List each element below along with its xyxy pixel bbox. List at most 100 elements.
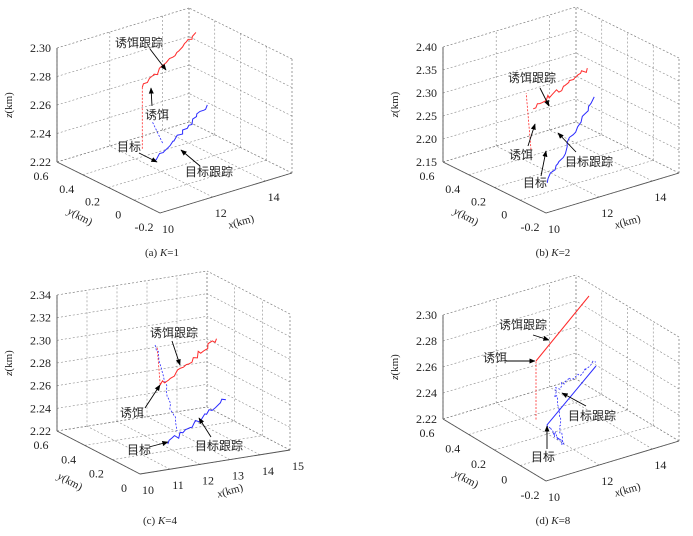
y-axis: [56, 161, 161, 214]
chart-panel-d: 2.22 2.24 2.26 2.28 2.30 10 12 14 -0.2 0 0.2 0.4 0.6…: [389, 274, 680, 527]
x-axis-label-unit: (km): [221, 482, 245, 500]
z-tick-label: 2.28: [30, 356, 51, 370]
caption-value: =1: [167, 247, 179, 259]
x-tick-label: 13: [232, 469, 244, 483]
z-tick-label: 2.28: [30, 70, 51, 84]
x-axis-label: x(km): [612, 481, 642, 500]
annotation-decoy: 诱饵: [509, 148, 533, 162]
x-tick-label: 10: [548, 490, 560, 504]
floor-grid-line: [112, 435, 263, 460]
x-axis: [545, 440, 680, 482]
side-wall-grid-line: [575, 6, 680, 59]
back-wall-grid-line: [56, 316, 208, 341]
target-track-line: [546, 365, 597, 426]
y-tick-label: 0: [115, 207, 121, 221]
annotation-arrow-icon: [138, 152, 158, 163]
annotation-arrow-icon: [557, 132, 577, 153]
side-wall-grid-line: [575, 274, 680, 338]
floor-grid-line: [84, 421, 235, 446]
y-tick-label: -0.2: [135, 220, 154, 234]
x-tick-label: 10: [142, 483, 154, 497]
z-axis-label-var: z: [3, 371, 15, 377]
y-axis: [56, 430, 141, 475]
z-tick-label: 2.24: [30, 401, 51, 415]
z-tick-label: 2.22: [30, 424, 51, 438]
annotation-target: 目标: [531, 450, 555, 464]
x-axis-label-var: x: [226, 219, 235, 232]
annotation-target-track: 目标跟踪: [565, 155, 613, 169]
x-axis-label-var: x: [612, 219, 621, 232]
y-tick-label: 0.2: [89, 467, 104, 481]
panel-caption: (d) K=8: [536, 515, 571, 527]
annotation-arrow-icon: [539, 87, 550, 107]
z-tick-label: 2.26: [30, 379, 51, 393]
z-tick-label: 2.30: [416, 86, 437, 100]
y-tick-label: 0.6: [34, 438, 49, 452]
y-tick-label: 0: [121, 481, 127, 495]
annotation-arrow-icon: [527, 123, 536, 147]
z-tick-label: 2.22: [416, 412, 437, 426]
x-tick-label: 12: [202, 473, 214, 487]
y-tick-label: -0.2: [521, 488, 540, 502]
y-tick-label: -0.2: [521, 220, 540, 234]
floor-grid-line: [468, 394, 602, 435]
caption-prefix: (c): [143, 515, 158, 527]
z-tick-label: 2.24: [30, 127, 51, 141]
z-axis-label: z(km): [389, 354, 401, 381]
y-axis-label-unit: (km): [60, 473, 85, 494]
x-axis-label-unit: (km): [232, 213, 256, 231]
x-axis-label-unit: (km): [618, 213, 642, 231]
annotation-decoy-track: 诱饵跟踪: [150, 326, 198, 340]
y-tick-label: 0.6: [420, 426, 435, 440]
x-tick-label: 11: [172, 478, 184, 492]
target-track-line: [167, 398, 226, 445]
x-axis: [545, 172, 680, 214]
side-wall-grid-line: [206, 270, 291, 315]
back-wall-grid-line: [442, 6, 577, 48]
z-axis-label-var: z: [3, 113, 15, 119]
x-axis-label: x(km): [215, 482, 245, 501]
annotation-target: 目标: [127, 443, 151, 457]
z-axis-label: z(km): [3, 350, 15, 377]
y-tick-label: 0.4: [61, 452, 76, 466]
target-true-line: [152, 122, 164, 145]
target-track-line: [155, 104, 208, 161]
caption-value: =4: [165, 515, 177, 527]
side-wall-grid-line: [575, 98, 680, 151]
x-tick-label: 14: [268, 190, 280, 204]
back-wall-grid-line: [56, 338, 208, 364]
floor-grid-line: [494, 147, 628, 188]
back-wall-grid-line: [442, 352, 577, 394]
x-tick-label: 12: [215, 206, 227, 220]
z-tick-label: 2.40: [416, 40, 437, 54]
annotation-decoy-track: 诱饵跟踪: [115, 36, 163, 50]
back-wall-grid-line: [56, 384, 208, 409]
side-wall-grid-line: [575, 326, 680, 390]
annotation-decoy-track: 诱饵跟踪: [499, 318, 547, 332]
decoy-true-line: [156, 347, 161, 386]
z-tick-label: 2.28: [416, 334, 437, 348]
panel-caption: (b) K=2: [536, 247, 571, 259]
z-tick-label: 2.25: [416, 109, 437, 123]
z-tick-label: 2.22: [30, 155, 51, 169]
side-wall-grid-line: [188, 64, 293, 117]
floor-grid-line: [496, 402, 600, 466]
target-true-line: [546, 360, 597, 446]
side-wall-grid-line: [575, 300, 680, 364]
floor-grid-line: [108, 147, 241, 188]
back-wall-grid-line: [56, 270, 208, 296]
z-axis-label-unit: (km): [3, 92, 15, 114]
back-wall-grid-line: [442, 378, 577, 420]
back-wall-grid-line: [56, 36, 190, 77]
back-wall-grid-line: [442, 121, 577, 163]
x-tick-label: 15: [292, 459, 304, 473]
decoy-true-line: [525, 93, 532, 150]
x-tick-label: 12: [601, 206, 613, 220]
z-tick-label: 2.15: [416, 155, 437, 169]
back-wall-grid-line: [56, 64, 190, 106]
y-tick-label: 0.4: [445, 182, 460, 196]
side-wall-grid-line: [188, 36, 293, 88]
chart-panel-c: 2.22 2.24 2.26 2.28 2.30 2.32 2.34 10 11 12 13 14 15…: [3, 270, 304, 527]
caption-value: =2: [559, 247, 571, 259]
